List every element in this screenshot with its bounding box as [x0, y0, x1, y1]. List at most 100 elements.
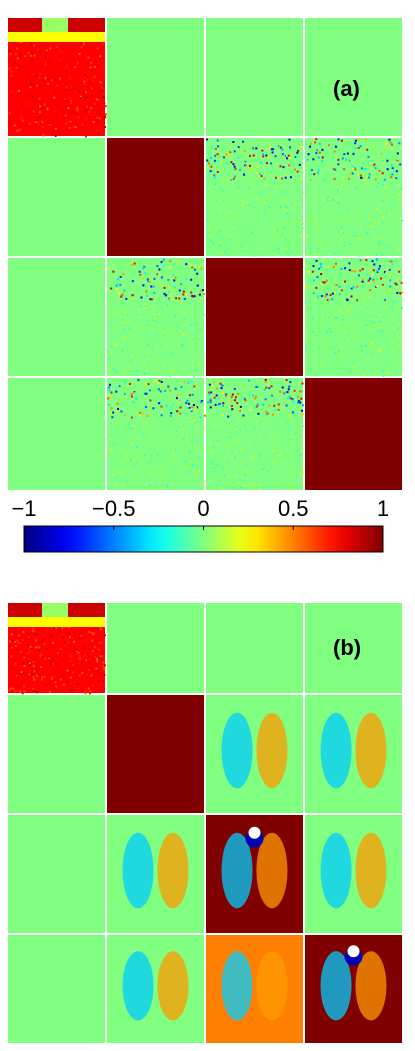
noise-pixel	[222, 467, 224, 470]
noise-pixel	[284, 238, 287, 241]
image-speckle	[55, 84, 58, 87]
image-speckle	[67, 641, 70, 644]
noise-pixel	[157, 388, 160, 391]
noise-pixel	[196, 284, 199, 287]
noise-pixel	[131, 297, 134, 300]
image-speckle	[85, 96, 88, 99]
noise-pixel	[281, 386, 284, 389]
noise-pixel	[380, 202, 383, 204]
noise-pixel	[357, 255, 360, 257]
noise-pixel	[359, 145, 362, 148]
noise-pixel	[128, 423, 130, 425]
noise-pixel	[197, 455, 199, 457]
noise-pixel	[370, 170, 373, 173]
noise-pixel	[398, 270, 401, 273]
noise-pixel	[135, 412, 138, 415]
image-speckle	[37, 116, 40, 119]
cell-fill	[305, 815, 402, 933]
image-speckle	[47, 78, 50, 81]
noise-pixel	[373, 368, 376, 371]
noise-pixel	[384, 306, 386, 308]
noise-pixel	[249, 437, 251, 440]
noise-pixel	[260, 252, 263, 255]
noise-pixel	[172, 335, 175, 337]
noise-pixel	[123, 289, 126, 292]
noise-pixel	[122, 372, 124, 375]
noise-pixel	[238, 481, 241, 484]
image-speckle	[29, 54, 32, 57]
noise-pixel	[397, 276, 400, 279]
noise-pixel	[128, 397, 131, 400]
noise-pixel	[369, 341, 371, 343]
noise-pixel	[307, 254, 310, 256]
noise-pixel	[136, 446, 138, 449]
image-speckle	[34, 646, 37, 649]
noise-pixel	[294, 433, 296, 435]
noise-pixel	[188, 406, 191, 409]
noise-pixel	[174, 387, 177, 390]
noise-pixel	[367, 176, 370, 179]
noise-pixel	[199, 295, 202, 298]
noise-pixel	[230, 481, 233, 483]
image-speckle	[96, 658, 99, 661]
noise-pixel	[198, 389, 201, 392]
noise-pixel	[302, 227, 305, 230]
noise-pixel	[372, 301, 374, 303]
noise-pixel	[352, 152, 355, 155]
noise-pixel	[128, 327, 130, 330]
noise-pixel	[213, 453, 216, 456]
noise-pixel	[256, 165, 259, 168]
image-speckle	[56, 652, 59, 655]
noise-pixel	[394, 282, 397, 285]
panel-a-label: (a)	[333, 76, 360, 101]
noise-pixel	[259, 192, 261, 195]
noise-pixel	[166, 304, 169, 306]
noise-pixel	[381, 200, 384, 202]
noise-pixel	[255, 440, 257, 442]
image-speckle	[32, 689, 35, 692]
noise-pixel	[150, 434, 153, 436]
noise-pixel	[334, 352, 337, 354]
noise-pixel	[389, 279, 392, 282]
image-speckle	[78, 633, 81, 636]
noise-pixel	[340, 317, 343, 320]
noise-pixel	[217, 156, 220, 159]
image-speckle	[18, 641, 21, 644]
image-speckle	[103, 667, 106, 670]
image-speckle	[43, 60, 46, 63]
noise-pixel	[153, 291, 156, 294]
image-speckle	[10, 655, 13, 658]
image-speckle	[8, 112, 11, 115]
noise-pixel	[288, 395, 291, 398]
noise-pixel	[354, 142, 357, 145]
noise-pixel	[252, 483, 254, 486]
image-speckle	[35, 118, 38, 121]
image-speckle	[36, 674, 39, 677]
cell-fill	[107, 695, 204, 813]
noise-pixel	[222, 391, 225, 394]
image-speckle	[56, 664, 59, 667]
noise-pixel	[318, 142, 321, 145]
noise-pixel	[193, 375, 195, 378]
noise-pixel	[144, 408, 147, 411]
noise-pixel	[332, 265, 335, 268]
noise-pixel	[259, 161, 262, 164]
dipole-lobe-positive	[256, 712, 288, 789]
noise-pixel	[354, 187, 357, 190]
noise-pixel	[358, 237, 360, 240]
noise-pixel	[339, 188, 342, 191]
image-speckle	[98, 79, 101, 82]
noise-pixel	[382, 370, 384, 373]
noise-pixel	[107, 403, 110, 406]
image-speckle	[94, 126, 97, 129]
image-speckle	[29, 81, 32, 84]
noise-pixel	[222, 237, 225, 240]
noise-pixel	[381, 301, 384, 304]
noise-pixel	[183, 298, 186, 301]
noise-pixel	[174, 391, 177, 394]
noise-pixel	[199, 296, 202, 299]
cell-fill	[305, 18, 402, 136]
image-speckle	[42, 658, 45, 661]
image-speckle	[96, 660, 99, 663]
noise-pixel	[141, 420, 144, 423]
